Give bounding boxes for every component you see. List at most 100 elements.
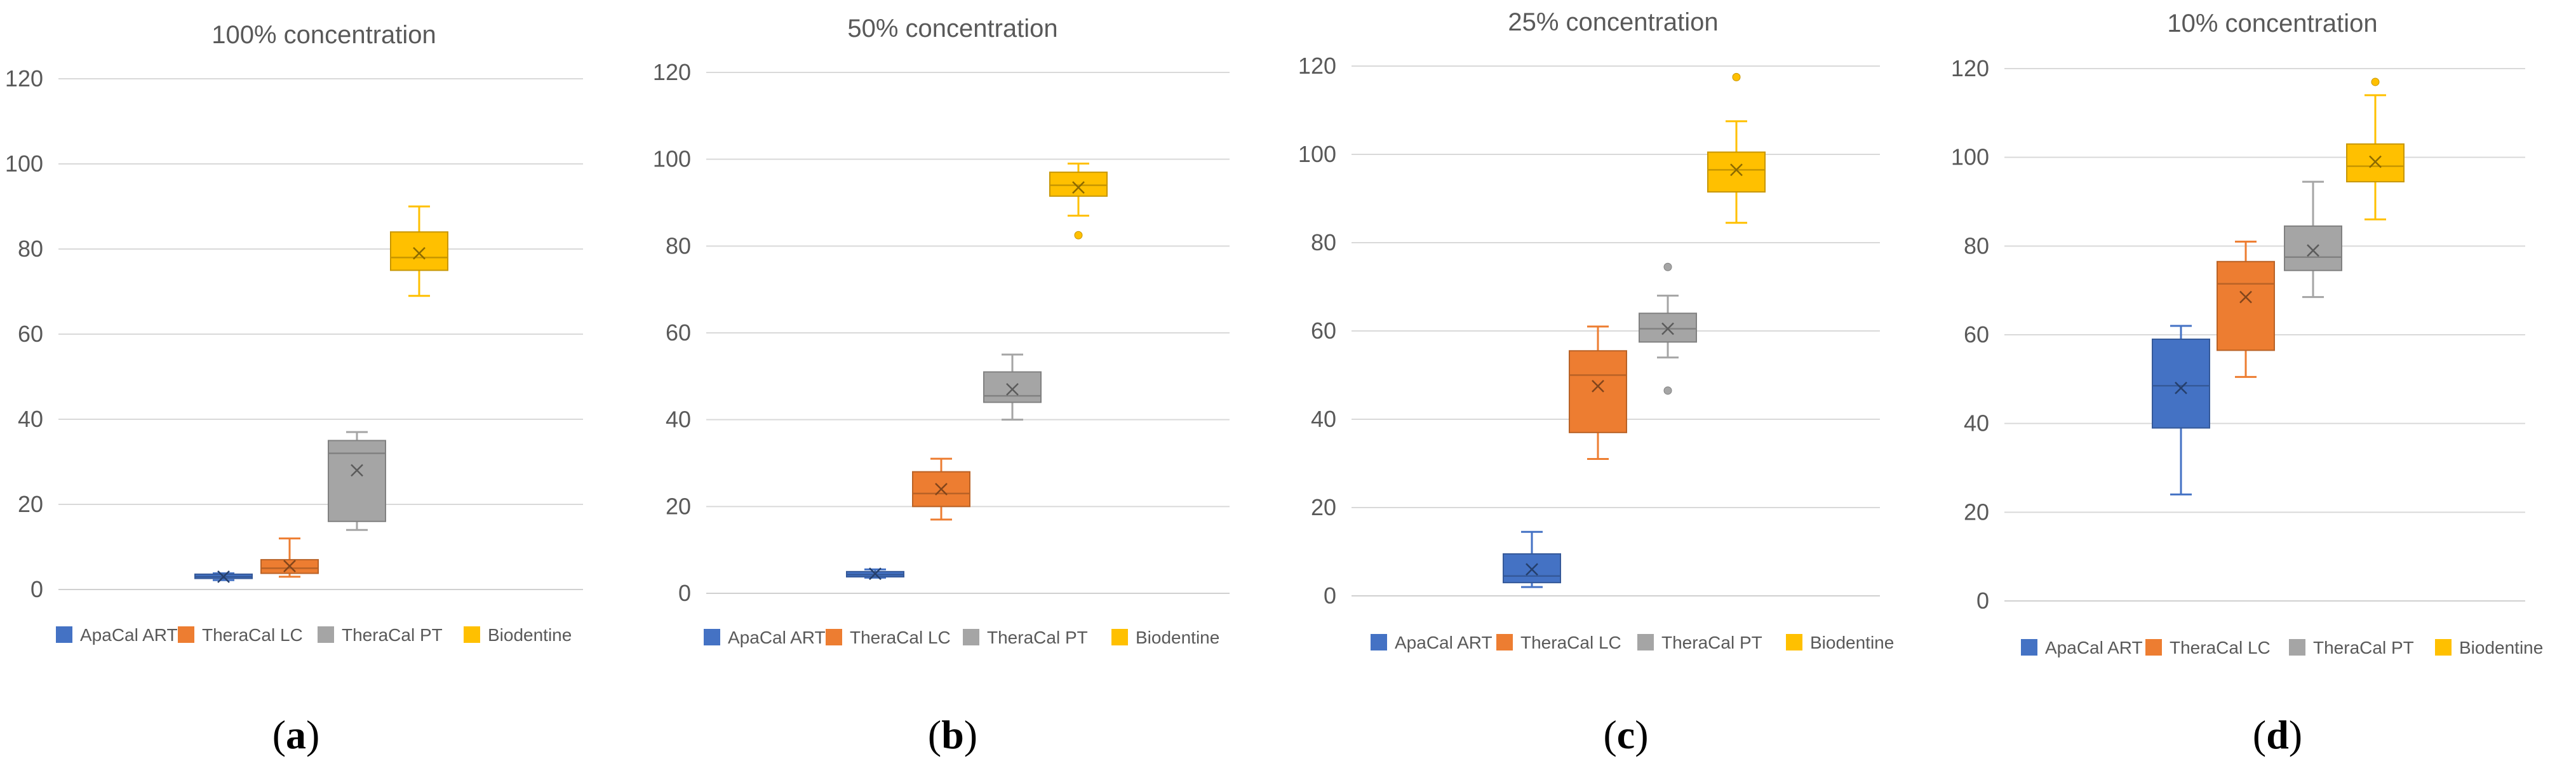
box-theracal-lc [1569,325,1627,461]
legend-item: TheraCal PT [2289,638,2414,657]
box-iqr [1569,350,1627,433]
legend-label: Biodentine [2459,638,2543,657]
legend-swatch [318,626,334,643]
chart-title: 10% concentration [2167,10,2377,37]
y-tick-label: 20 [1311,494,1336,520]
mean-marker [869,567,882,581]
legend-swatch [56,626,72,643]
mean-marker [1592,379,1604,393]
mean-marker [217,570,230,583]
chart-panel-a: 100% concentration 0 20 40 60 80 100 120 ApaCal … [5,21,583,757]
outlier-point [1732,72,1741,81]
legend-swatch [2145,639,2162,656]
y-tick-label: 60 [1311,318,1336,344]
legend-swatch [2289,639,2305,656]
y-tick-label: 0 [1324,583,1336,609]
legend-label: ApaCal ART [1395,633,1493,652]
legend-swatch [704,629,720,645]
mean-marker [1730,163,1743,177]
y-tick-label: 20 [1964,499,1989,525]
legend-label: TheraCal LC [850,628,951,647]
caption-open-paren: ( [2253,712,2266,757]
caption-letter: a [286,712,306,757]
legend-label: Biodentine [1810,633,1894,652]
chart-title: 50% concentration [847,15,1057,43]
legend-label: TheraCal PT [1661,633,1762,652]
legend-swatch [963,629,979,645]
panel-caption: (c) [1603,712,1648,757]
caption-close-paren: ) [2289,712,2302,757]
caption-close-paren: ) [306,712,319,757]
box-apacal-art [2152,325,2210,495]
y-tick-label: 40 [666,407,691,433]
mean-marker [1072,181,1085,194]
box-iqr [2284,225,2342,271]
legend-item: TheraCal LC [826,628,951,647]
legend-item: ApaCal ART [56,625,178,645]
legend-label: TheraCal LC [1520,633,1621,652]
legend-swatch [1786,634,1802,650]
mean-marker [2239,290,2252,304]
caption-letter: d [2266,712,2289,757]
y-tick-label: 120 [1298,53,1336,79]
box-iqr [1707,151,1766,193]
legend-item: Biodentine [2435,638,2543,657]
legend-label: Biodentine [488,625,572,645]
caption-open-paren: ( [928,712,941,757]
y-tick-label: 80 [18,236,43,262]
caption-close-paren: ) [964,712,977,757]
legend-label: ApaCal ART [728,628,826,647]
y-tick-label: 100 [1298,141,1336,167]
legend-swatch [826,629,842,645]
y-tick-label: 0 [1976,588,1989,614]
chart-panel-d: 10% concentration 0 20 40 60 80 100 120 ApaCal A… [1951,10,2543,757]
box-iqr [1049,172,1108,197]
box-apacal-art [194,570,253,583]
legend-swatch [1371,634,1387,650]
mean-marker [2369,155,2382,168]
y-tick-label: 100 [1951,144,1989,170]
box-apacal-art [846,567,904,581]
panel-caption: (b) [928,712,977,757]
y-tick-label: 120 [5,65,43,91]
legend-item: TheraCal LC [2145,638,2271,657]
y-tick-label: 20 [666,493,691,519]
legend-label: ApaCal ART [80,625,178,645]
legend-item: Biodentine [464,625,572,645]
box-biodentine [1049,163,1108,239]
mean-marker [413,246,426,260]
y-tick-label: 40 [1964,410,1989,436]
box-theracal-lc [260,537,319,578]
legend-swatch [1496,634,1513,650]
y-tick-label: 20 [18,491,43,517]
chart-panel-b: 50% concentration 0 20 40 60 80 100 120 ApaCal A… [653,15,1230,757]
mean-marker [1526,563,1538,576]
legend-item: TheraCal PT [1637,633,1762,652]
box-iqr [390,231,448,271]
legend-label: TheraCal PT [987,628,1088,647]
box-iqr [2152,338,2210,429]
legend-label: Biodentine [1136,628,1219,647]
legend-label: TheraCal PT [342,625,443,645]
mean-marker [1661,322,1674,335]
y-tick-label: 40 [18,406,43,432]
legend-swatch [1637,634,1654,650]
y-tick-label: 100 [5,151,43,177]
mean-marker [351,464,363,477]
chart-title: 25% concentration [1508,8,1718,36]
caption-letter: c [1617,712,1635,757]
caption-close-paren: ) [1635,712,1648,757]
legend-swatch [2435,639,2452,656]
panel-caption: (a) [272,712,320,757]
caption-open-paren: ( [272,712,286,757]
legend-swatch [178,626,194,643]
box-biodentine [390,205,448,297]
box-theracal-pt [328,431,386,531]
legend-item: TheraCal PT [963,628,1088,647]
panel-caption: (d) [2253,712,2302,757]
y-tick-label: 60 [1964,321,1989,347]
box-biodentine [1707,72,1766,224]
mean-marker [2307,244,2319,257]
outlier-point [1663,262,1672,271]
chart-title: 100% concentration [211,21,436,49]
